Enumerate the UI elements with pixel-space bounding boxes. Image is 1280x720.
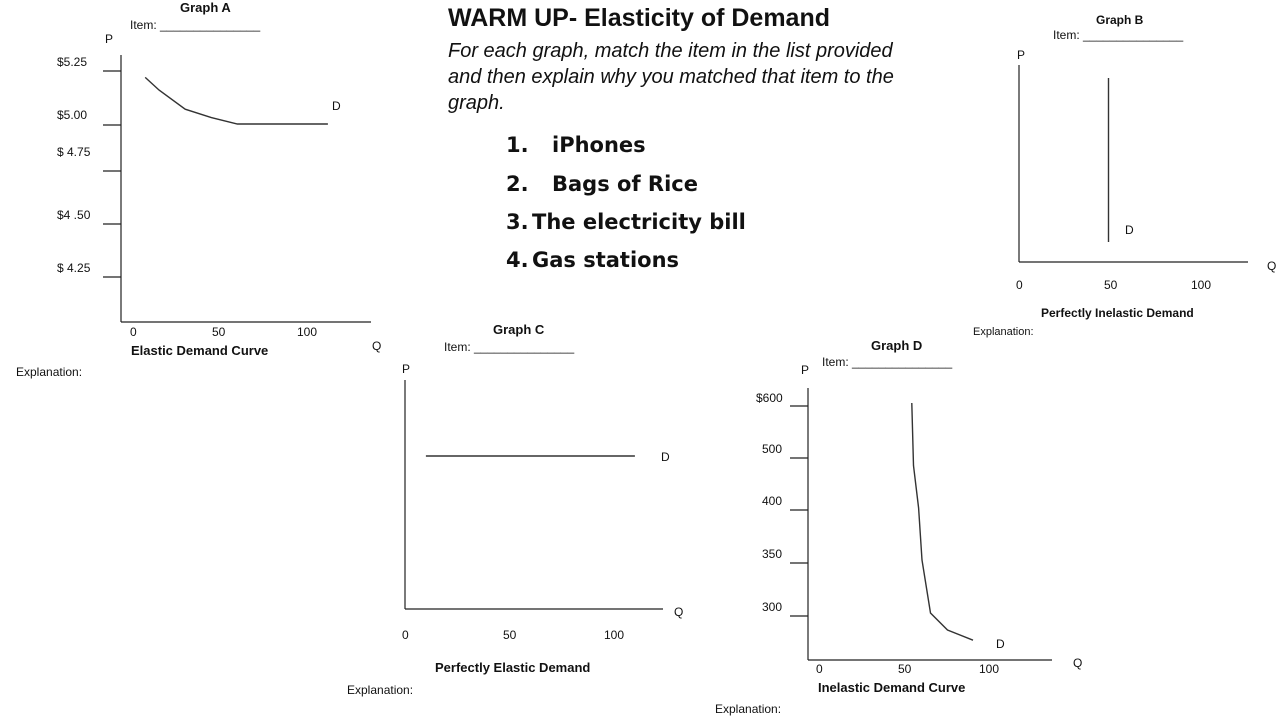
list-item-label: Bags of Rice: [552, 172, 698, 196]
graph-d-x-tick: 50: [898, 662, 912, 676]
list-item: 4. Gas stations: [506, 248, 679, 272]
graph-a-y-tick: $ 4.25: [57, 261, 91, 275]
graph-a-x-tick: 50: [212, 325, 226, 339]
graph-b-x-tick: 50: [1104, 278, 1118, 292]
graph-c-q-axis-label: Q: [674, 605, 684, 619]
graph-c-title: Graph C: [493, 322, 545, 337]
list-item: 1. iPhones: [506, 133, 646, 157]
graph-d-y-tick: 400: [762, 494, 783, 508]
graph-a-y-tick: $ 4.75: [57, 145, 91, 159]
graph-a-y-tick: $5.00: [57, 108, 88, 122]
graph-b-x-tick: 0: [1016, 278, 1023, 292]
graph-c-caption: Perfectly Elastic Demand: [435, 660, 591, 675]
list-item-number: 2.: [506, 172, 529, 196]
graph-c-item-field: Item: _______________: [444, 340, 575, 354]
graph-d-y-tick: 500: [762, 442, 783, 456]
graph-a-y-tick: $5.25: [57, 55, 88, 69]
graph-a-y-tick: $4 .50: [57, 208, 91, 222]
graph-d-y-tick: $600: [756, 391, 783, 405]
graph-a-p-axis-label: P: [105, 32, 114, 46]
graph-d-y-tick: 300: [762, 600, 783, 614]
graph-b-p-axis-label: P: [1017, 48, 1026, 62]
graph-d-q-axis-label: Q: [1073, 656, 1083, 670]
instructions-text: For each graph, match the item in the li…: [448, 40, 894, 114]
graph-d-caption: Inelastic Demand Curve: [818, 680, 966, 695]
graph-c-explanation-label: Explanation:: [347, 683, 414, 697]
graph-b-caption: Perfectly Inelastic Demand: [1041, 306, 1194, 320]
graph-d-explanation-label: Explanation:: [715, 702, 782, 716]
graph-a-x-tick: 100: [297, 325, 318, 339]
graph-d-p-axis-label: P: [801, 363, 810, 377]
list-item-number: 3.: [506, 210, 529, 234]
graph-a-demand-curve: [144, 76, 328, 125]
graph-a-caption: Elastic Demand Curve: [131, 343, 269, 358]
graph-d-x-tick: 100: [979, 662, 1000, 676]
graph-a-title: Graph A: [180, 0, 231, 15]
graph-d-item-field: Item: _______________: [822, 355, 953, 369]
list-item-number: 4.: [506, 248, 529, 272]
list-item: 3. The electricity bill: [506, 210, 746, 234]
page-title: WARM UP- Elasticity of Demand: [448, 4, 830, 32]
list-item-number: 1.: [506, 133, 529, 157]
graph-a-item-field: Item: _______________: [130, 18, 261, 32]
graph-d-y-tick: 350: [762, 547, 783, 561]
graph-b-x-tick: 100: [1191, 278, 1212, 292]
graph-d-demand-curve: [911, 402, 974, 641]
graph-c-x-tick: 100: [604, 628, 625, 642]
graph-d-curve-label: D: [996, 637, 1005, 651]
graph-a-explanation-label: Explanation:: [16, 365, 83, 379]
graph-a-q-axis-label: Q: [372, 339, 382, 353]
graph-d-x-tick: 0: [816, 662, 823, 676]
list-item: 2. Bags of Rice: [506, 172, 698, 196]
graph-b-item-field: Item: _______________: [1053, 28, 1184, 42]
list-item-label: The electricity bill: [532, 210, 746, 234]
graph-b-title: Graph B: [1096, 13, 1144, 27]
graph-a-x-tick: 0: [130, 325, 137, 339]
graph-c-curve-label: D: [661, 450, 670, 464]
graph-b-q-axis-label: Q: [1267, 259, 1277, 273]
graph-c-x-tick: 50: [503, 628, 517, 642]
list-item-label: iPhones: [552, 133, 646, 157]
graph-c-x-tick: 0: [402, 628, 409, 642]
graph-a-curve-label: D: [332, 99, 341, 113]
graph-d-title: Graph D: [871, 338, 923, 353]
graph-b-explanation-label: Explanation:: [973, 326, 1034, 338]
list-item-label: Gas stations: [532, 248, 680, 272]
graph-b-curve-label: D: [1125, 223, 1134, 237]
graph-c-p-axis-label: P: [402, 362, 411, 376]
